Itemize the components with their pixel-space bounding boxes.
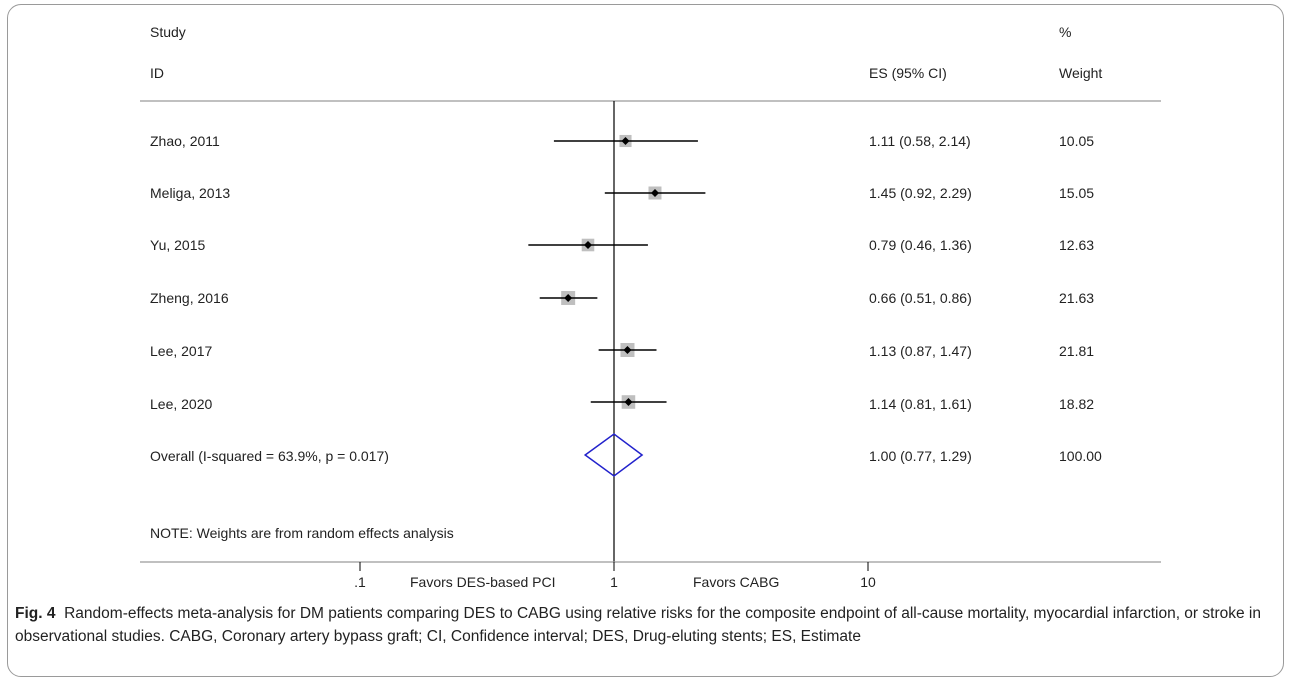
study-label: Yu, 2015 xyxy=(150,237,205,253)
point-estimate xyxy=(564,294,573,302)
study-es: 1.11 (0.58, 2.14) xyxy=(869,133,971,149)
overall-diamond xyxy=(583,433,644,477)
study-weight: 15.05 xyxy=(1059,185,1094,201)
x-tick-label: .1 xyxy=(354,574,366,590)
point-estimate xyxy=(621,137,630,145)
figure-frame xyxy=(7,4,1284,677)
study-weight: 21.81 xyxy=(1059,343,1094,359)
study-label: Zhao, 2011 xyxy=(150,133,220,149)
study-weight: 18.82 xyxy=(1059,396,1094,412)
point-estimate xyxy=(583,241,592,249)
x-tick-label: 1 xyxy=(610,574,618,590)
overall-es: 1.00 (0.77, 1.29) xyxy=(869,448,972,464)
study-weight: 10.05 xyxy=(1059,133,1094,149)
x-axis-ticks: .1 1 10 xyxy=(354,562,876,590)
caption-text: Random-effects meta-analysis for DM pati… xyxy=(15,605,1261,645)
header-percent: % xyxy=(1059,24,1071,40)
study-es: 1.45 (0.92, 2.29) xyxy=(869,185,972,201)
note-text: NOTE: Weights are from random effects an… xyxy=(150,525,454,541)
study-label: Meliga, 2013 xyxy=(150,185,230,201)
study-rows: Zhao, 2011 1.11 (0.58, 2.14) 10.05 Melig… xyxy=(150,133,1102,464)
study-es: 0.79 (0.46, 1.36) xyxy=(869,237,972,253)
study-label: Lee, 2017 xyxy=(150,343,212,359)
overall-weight: 100.00 xyxy=(1059,448,1102,464)
header-es: ES (95% CI) xyxy=(869,65,947,81)
favors-right-label: Favors CABG xyxy=(693,574,779,590)
study-es: 1.14 (0.81, 1.61) xyxy=(869,396,972,412)
study-label: Zheng, 2016 xyxy=(150,290,229,306)
header-id: ID xyxy=(150,65,164,81)
study-es: 1.13 (0.87, 1.47) xyxy=(869,343,972,359)
study-weight: 12.63 xyxy=(1059,237,1094,253)
favors-left-label: Favors DES-based PCI xyxy=(410,574,556,590)
point-estimate xyxy=(623,346,632,354)
study-label: Lee, 2020 xyxy=(150,396,212,412)
caption-label: Fig. 4 xyxy=(15,605,56,622)
study-es: 0.66 (0.51, 0.86) xyxy=(869,290,972,306)
figure-caption: Fig. 4 Random-effects meta-analysis for … xyxy=(15,602,1275,648)
forest-plot: Study ID ES (95% CI) % Weight Zhao, 2011… xyxy=(140,24,1161,590)
point-estimate xyxy=(624,398,633,406)
header-weight: Weight xyxy=(1059,65,1102,81)
header-study: Study xyxy=(150,24,186,40)
x-tick-label: 10 xyxy=(860,574,876,590)
point-estimate xyxy=(650,189,659,197)
plot-marks xyxy=(528,101,706,562)
study-weight: 21.63 xyxy=(1059,290,1094,306)
overall-label: Overall (I-squared = 63.9%, p = 0.017) xyxy=(150,448,389,464)
